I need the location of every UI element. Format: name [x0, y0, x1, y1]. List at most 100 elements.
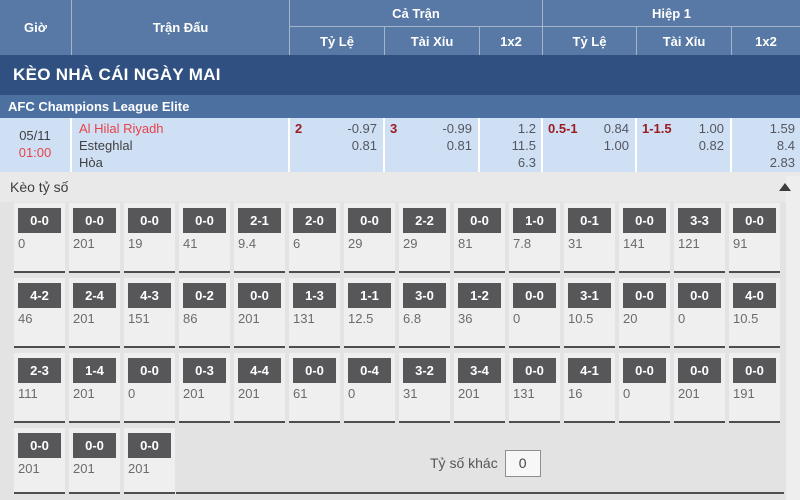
score-chip[interactable]: 0-0 — [513, 283, 556, 308]
score-cell[interactable]: 0-0 201 — [674, 353, 725, 423]
score-cell[interactable]: 1-4 201 — [69, 353, 120, 423]
score-chip[interactable]: 0-0 — [623, 358, 666, 383]
score-chip[interactable]: 2-0 — [293, 208, 336, 233]
score-chip[interactable]: 0-3 — [183, 358, 226, 383]
scrollbar-track[interactable] — [786, 176, 800, 500]
league-header[interactable]: AFC Champions League Elite — [0, 95, 800, 118]
score-chip[interactable]: 0-0 — [293, 358, 336, 383]
ft-over-odds[interactable]: -0.99 — [442, 121, 472, 136]
score-chip[interactable]: 0-0 — [183, 208, 226, 233]
score-cell[interactable]: 4-0 10.5 — [729, 278, 780, 348]
ft-1x2-draw-odds[interactable]: 6.3 — [517, 155, 536, 170]
score-chip[interactable]: 2-2 — [403, 208, 446, 233]
scroll-up-icon[interactable] — [779, 183, 791, 191]
score-cell[interactable]: 0-4 0 — [344, 353, 395, 423]
score-cell[interactable]: 0-3 201 — [179, 353, 230, 423]
score-chip[interactable]: 0-0 — [73, 433, 116, 458]
score-chip[interactable]: 1-2 — [458, 283, 501, 308]
h1-1x2-cell[interactable]: 1.59 8.4 2.83 — [732, 118, 800, 172]
ft-under-odds[interactable]: 0.81 — [446, 138, 472, 153]
score-cell[interactable]: 0-0 41 — [179, 203, 230, 273]
score-cell[interactable]: 2-2 29 — [399, 203, 450, 273]
score-cell[interactable]: 0-0 19 — [124, 203, 175, 273]
score-cell[interactable]: 2-4 201 — [69, 278, 120, 348]
score-chip[interactable]: 3-1 — [568, 283, 611, 308]
score-chip[interactable]: 3-2 — [403, 358, 446, 383]
h1-under-odds[interactable]: 0.82 — [698, 138, 724, 153]
score-cell[interactable]: 3-4 201 — [454, 353, 505, 423]
score-cell[interactable]: 0-0 201 — [234, 278, 285, 348]
score-cell[interactable]: 3-1 10.5 — [564, 278, 615, 348]
score-chip[interactable]: 1-3 — [293, 283, 336, 308]
score-cell[interactable]: 1-1 12.5 — [344, 278, 395, 348]
score-cell[interactable]: 0-0 141 — [619, 203, 670, 273]
score-chip[interactable]: 4-3 — [128, 283, 171, 308]
h1-1x2-draw-odds[interactable]: 2.83 — [769, 155, 795, 170]
score-chip[interactable]: 0-0 — [128, 433, 171, 458]
score-chip[interactable]: 0-1 — [568, 208, 611, 233]
score-cell[interactable]: 2-3 111 — [14, 353, 65, 423]
score-cell[interactable]: 0-0 0 — [124, 353, 175, 423]
score-cell[interactable]: 0-0 201 — [69, 428, 120, 494]
score-cell[interactable]: 3-2 31 — [399, 353, 450, 423]
ft-handicap-away-odds[interactable]: 0.81 — [351, 138, 377, 153]
other-score-input[interactable] — [504, 449, 541, 477]
score-cell[interactable]: 2-0 6 — [289, 203, 340, 273]
score-cell[interactable]: 4-4 201 — [234, 353, 285, 423]
score-chip[interactable]: 4-0 — [733, 283, 776, 308]
score-chip[interactable]: 0-0 — [458, 208, 501, 233]
ft-over-under-cell[interactable]: 3 -0.99 0.81 — [385, 118, 480, 172]
score-cell[interactable]: 4-1 16 — [564, 353, 615, 423]
score-chip[interactable]: 0-0 — [73, 208, 116, 233]
score-chip[interactable]: 0-2 — [183, 283, 226, 308]
score-cell[interactable]: 1-2 36 — [454, 278, 505, 348]
match-teams-cell[interactable]: Al Hilal Riyadh Esteghlal Hòa — [72, 118, 290, 172]
score-chip[interactable]: 2-3 — [18, 358, 61, 383]
score-chip[interactable]: 2-4 — [73, 283, 116, 308]
score-chip[interactable]: 0-0 — [733, 208, 776, 233]
score-chip[interactable]: 0-0 — [623, 208, 666, 233]
score-cell[interactable]: 1-3 131 — [289, 278, 340, 348]
ft-handicap-home-odds[interactable]: -0.97 — [347, 121, 377, 136]
h1-1x2-away-odds[interactable]: 8.4 — [776, 138, 795, 153]
score-cell[interactable]: 0-0 0 — [619, 353, 670, 423]
score-cell[interactable]: 0-0 0 — [14, 203, 65, 273]
h1-1x2-home-odds[interactable]: 1.59 — [769, 121, 795, 136]
score-cell[interactable]: 2-1 9.4 — [234, 203, 285, 273]
score-chip[interactable]: 0-0 — [18, 208, 61, 233]
score-chip[interactable]: 0-0 — [678, 283, 721, 308]
score-cell[interactable]: 0-1 31 — [564, 203, 615, 273]
score-chip[interactable]: 0-0 — [348, 208, 391, 233]
score-cell[interactable]: 0-0 20 — [619, 278, 670, 348]
score-chip[interactable]: 2-1 — [238, 208, 281, 233]
score-chip[interactable]: 0-0 — [623, 283, 666, 308]
score-cell[interactable]: 4-2 46 — [14, 278, 65, 348]
score-chip[interactable]: 0-0 — [678, 358, 721, 383]
score-chip[interactable]: 0-0 — [733, 358, 776, 383]
score-chip[interactable]: 1-0 — [513, 208, 556, 233]
score-chip[interactable]: 0-0 — [128, 208, 171, 233]
h1-over-under-cell[interactable]: 1-1.5 1.00 0.82 — [637, 118, 732, 172]
ft-1x2-cell[interactable]: 1.2 11.5 6.3 — [480, 118, 543, 172]
score-chip[interactable]: 4-2 — [18, 283, 61, 308]
score-chip[interactable]: 4-4 — [238, 358, 281, 383]
score-cell[interactable]: 0-2 86 — [179, 278, 230, 348]
score-cell[interactable]: 0-0 201 — [14, 428, 65, 494]
away-team[interactable]: Esteghlal — [79, 138, 133, 153]
score-cell[interactable]: 0-0 191 — [729, 353, 780, 423]
score-chip[interactable]: 3-0 — [403, 283, 446, 308]
h1-handicap-cell[interactable]: 0.5-1 0.84 1.00 — [543, 118, 637, 172]
home-team[interactable]: Al Hilal Riyadh — [79, 121, 164, 136]
score-cell[interactable]: 0-0 91 — [729, 203, 780, 273]
score-cell[interactable]: 0-0 131 — [509, 353, 560, 423]
score-cell[interactable]: 0-0 0 — [674, 278, 725, 348]
score-cell[interactable]: 0-0 81 — [454, 203, 505, 273]
score-cell[interactable]: 3-0 6.8 — [399, 278, 450, 348]
score-cell[interactable]: 0-0 201 — [69, 203, 120, 273]
score-chip[interactable]: 0-0 — [513, 358, 556, 383]
ft-1x2-home-odds[interactable]: 1.2 — [517, 121, 536, 136]
score-cell[interactable]: 1-0 7.8 — [509, 203, 560, 273]
score-chip[interactable]: 1-4 — [73, 358, 116, 383]
score-chip[interactable]: 0-4 — [348, 358, 391, 383]
score-cell[interactable]: 0-0 0 — [509, 278, 560, 348]
